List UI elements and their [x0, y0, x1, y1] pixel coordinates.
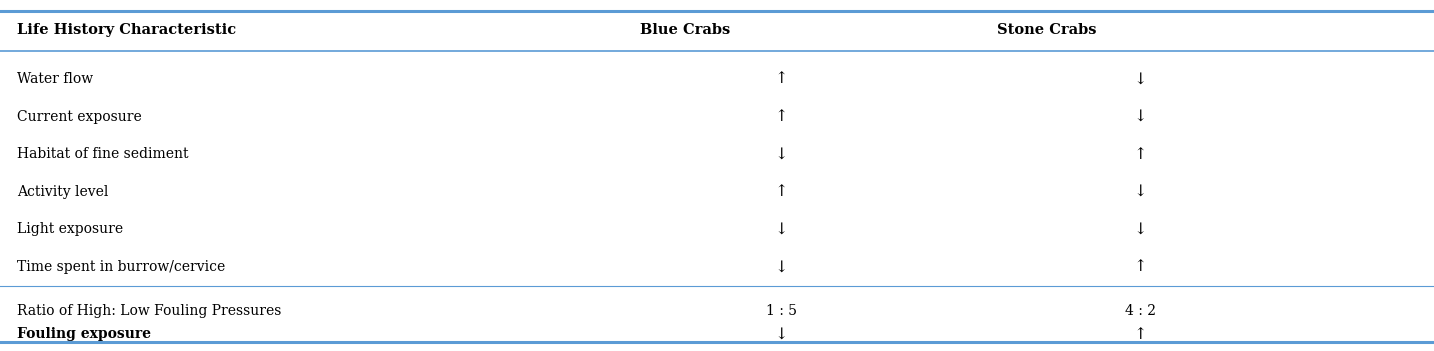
Text: ↓: ↓ [774, 326, 789, 343]
Text: Life History Characteristic: Life History Characteristic [17, 23, 237, 37]
Text: Current exposure: Current exposure [17, 110, 142, 124]
Text: ↓: ↓ [1133, 108, 1147, 125]
Text: ↓: ↓ [774, 221, 789, 238]
Text: Stone Crabs: Stone Crabs [997, 23, 1097, 37]
Text: Fouling exposure: Fouling exposure [17, 327, 151, 341]
Text: Ratio of High: Low Fouling Pressures: Ratio of High: Low Fouling Pressures [17, 304, 281, 318]
Text: ↓: ↓ [1133, 71, 1147, 87]
Text: ↑: ↑ [1133, 146, 1147, 163]
Text: ↓: ↓ [774, 258, 789, 275]
Text: ↓: ↓ [774, 146, 789, 163]
Text: Blue Crabs: Blue Crabs [641, 23, 730, 37]
Text: 4 : 2: 4 : 2 [1124, 304, 1156, 318]
Text: ↑: ↑ [774, 183, 789, 200]
Text: ↓: ↓ [1133, 183, 1147, 200]
Text: ↑: ↑ [1133, 326, 1147, 343]
Text: Habitat of fine sediment: Habitat of fine sediment [17, 147, 189, 161]
Text: 1 : 5: 1 : 5 [766, 304, 797, 318]
Text: ↑: ↑ [774, 108, 789, 125]
Text: Water flow: Water flow [17, 72, 93, 86]
Text: Activity level: Activity level [17, 185, 109, 199]
Text: Light exposure: Light exposure [17, 222, 123, 236]
Text: ↑: ↑ [774, 71, 789, 87]
Text: Time spent in burrow/cervice: Time spent in burrow/cervice [17, 260, 225, 274]
Text: ↓: ↓ [1133, 221, 1147, 238]
Text: ↑: ↑ [1133, 258, 1147, 275]
